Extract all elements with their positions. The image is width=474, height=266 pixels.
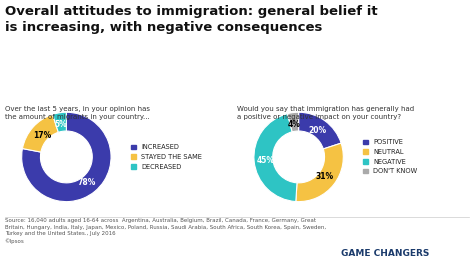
Text: 20%: 20%: [309, 126, 327, 135]
Text: 17%: 17%: [33, 131, 51, 140]
Wedge shape: [296, 143, 343, 202]
Text: 45%: 45%: [257, 156, 275, 164]
Text: ipsos: ipsos: [438, 248, 456, 252]
Text: GAME CHANGERS: GAME CHANGERS: [341, 249, 429, 258]
Text: 5%: 5%: [55, 120, 68, 129]
Legend: INCREASED, STAYED THE SAME, DECREASED: INCREASED, STAYED THE SAME, DECREASED: [131, 144, 202, 170]
Wedge shape: [22, 112, 111, 202]
Text: 78%: 78%: [78, 178, 96, 186]
Wedge shape: [288, 112, 299, 132]
Text: Over the last 5 years, in your opinion has
the amount of migrants in your countr: Over the last 5 years, in your opinion h…: [5, 106, 150, 120]
Wedge shape: [299, 112, 341, 149]
Text: 31%: 31%: [315, 172, 334, 181]
Wedge shape: [22, 114, 58, 152]
Text: Overall attitudes to immigration: general belief it
is increasing, with negative: Overall attitudes to immigration: genera…: [5, 5, 377, 34]
Text: Would you say that immigration has generally had
a positive or negative impact o: Would you say that immigration has gener…: [237, 106, 414, 120]
Text: 4%: 4%: [288, 120, 301, 129]
Legend: POSITIVE, NEUTRAL, NEGATIVE, DON'T KNOW: POSITIVE, NEUTRAL, NEGATIVE, DON'T KNOW: [364, 139, 418, 174]
Wedge shape: [254, 114, 297, 202]
Wedge shape: [53, 112, 66, 132]
Text: Source: 16,040 adults aged 16-64 across  Argentina, Australia, Belgium, Brazil, : Source: 16,040 adults aged 16-64 across …: [5, 218, 326, 244]
